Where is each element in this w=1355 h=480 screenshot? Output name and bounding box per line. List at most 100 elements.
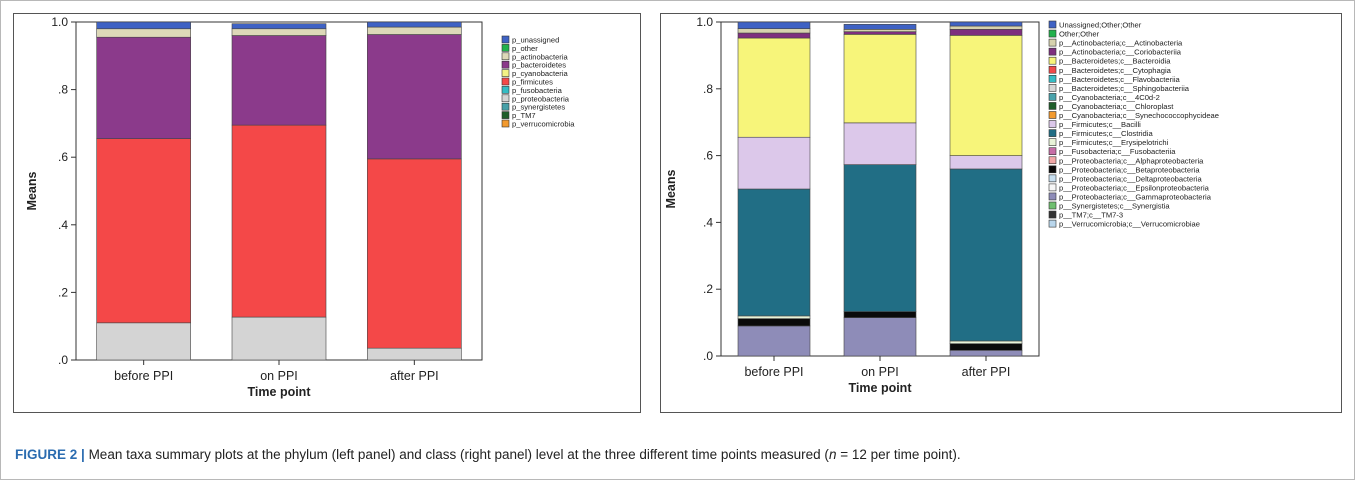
bar-segment — [843, 24, 917, 30]
y-tick-label: .8 — [703, 82, 713, 96]
legend-swatch — [1048, 47, 1057, 56]
x-tick-label: on PPI — [260, 369, 298, 383]
bar-segment — [96, 36, 191, 139]
bar-segment — [367, 347, 462, 361]
bar-segment — [737, 21, 811, 29]
legend-label: p_TM7 — [512, 111, 536, 120]
bar-segment — [843, 31, 917, 35]
legend-label: p__Proteobacteria;c__Alphaproteobacteria — [1059, 156, 1204, 165]
y-tick-label: 1.0 — [51, 15, 68, 29]
x-tick-label: before PPI — [114, 369, 173, 383]
legend-label: p_unassigned — [512, 36, 559, 45]
legend-swatch — [1048, 174, 1057, 183]
y-tick-label: .2 — [58, 285, 68, 299]
legend-swatch — [1048, 56, 1057, 65]
bar-segment — [737, 32, 811, 39]
bar-segment — [949, 25, 1023, 30]
legend-label: p__Bacteroidetes;c__Bacteroidia — [1059, 57, 1171, 66]
legend-swatch — [1048, 138, 1057, 146]
x-tick-label: after PPI — [962, 365, 1011, 379]
legend-label: p__Actinobacteria;c__Actinobacteria — [1059, 39, 1183, 48]
bar-segment — [96, 138, 191, 324]
legend-label: p__Firmicutes;c__Erysipelotrichi — [1059, 138, 1169, 147]
class-stacked-bar-chart: .0 .2 .4 .6 .8 1.0 before PPI on PPI after PPI Ti… — [664, 15, 1219, 395]
y-axis-label: Means — [25, 172, 39, 211]
legend-label: p__Proteobacteria;c__Epsilonproteobacter… — [1059, 183, 1210, 192]
bar-segment — [367, 34, 462, 160]
bar-segment — [949, 343, 1023, 351]
legend-label: p__Cyanobacteria;c__Synechococcophycidea… — [1059, 111, 1219, 120]
bar-segment — [949, 29, 1023, 36]
legend-label: p__Fusobacteria;c__Fusobacteriia — [1059, 147, 1176, 156]
bar-segment — [367, 158, 462, 349]
legend-swatch — [1048, 20, 1057, 29]
y-tick-label: .4 — [703, 215, 713, 229]
legend-swatch — [1048, 192, 1057, 201]
bar-segment — [737, 28, 811, 34]
bar-segment — [737, 325, 811, 357]
legend-swatch — [501, 102, 510, 111]
legend-swatch — [1048, 84, 1057, 92]
bar-segment — [949, 21, 1023, 27]
class-chart-panel: .0 .2 .4 .6 .8 1.0 before PPI on PPI after PPI Ti… — [660, 13, 1342, 413]
legend-swatch — [501, 119, 510, 128]
bar-segment — [949, 340, 1023, 344]
legend-swatch — [1048, 219, 1057, 228]
legend-label: Unassigned;Other;Other — [1059, 21, 1142, 30]
bar-segment — [949, 155, 1023, 170]
legend-swatch — [501, 52, 510, 61]
y-tick-label: 1.0 — [696, 15, 713, 29]
y-tick-label: .6 — [58, 150, 68, 164]
legend-swatch — [1048, 111, 1057, 119]
bar-segment — [843, 311, 917, 318]
legend-swatch — [1048, 93, 1057, 101]
legend-swatch — [1048, 129, 1057, 137]
bar-segment — [843, 317, 917, 357]
legend-label: p__Actinobacteria;c__Coriobacteriia — [1059, 48, 1182, 57]
legend-swatch — [1048, 201, 1057, 210]
bar-segment — [231, 124, 327, 318]
legend-label: p__Verrucomicrobia;c__Verrucomicrobiae — [1059, 220, 1200, 229]
x-tick-label: before PPI — [744, 365, 803, 379]
legend-label: p_synergistetes — [512, 103, 565, 112]
bar-segment — [737, 318, 811, 327]
bar-segment — [949, 168, 1023, 342]
legend-label: p_cyanobacteria — [512, 69, 569, 78]
bar-segment — [231, 23, 327, 30]
legend-swatch — [1048, 65, 1057, 74]
legend-swatch — [501, 77, 510, 86]
legend-swatch — [1048, 210, 1057, 219]
y-tick-label: .4 — [58, 218, 68, 232]
legend-swatch — [501, 111, 510, 119]
legend-swatch — [1048, 38, 1057, 47]
legend-label: p_verrucomicrobia — [512, 120, 575, 129]
legend-swatch — [1048, 74, 1057, 83]
x-tick-label: after PPI — [390, 369, 439, 383]
bar-segment — [96, 322, 191, 361]
legend-swatch — [501, 35, 510, 44]
bar-segment — [737, 315, 811, 319]
bar-segment — [96, 28, 191, 38]
phylum-chart-panel: .0 .2 .4 .6 .8 1.0 before PPI on PPI after PPI Ti… — [13, 13, 641, 413]
bar-segment — [737, 136, 811, 190]
phylum-stacked-bar-chart: .0 .2 .4 .6 .8 1.0 before PPI on PPI after PPI Ti… — [25, 15, 575, 399]
legend-swatch — [1048, 120, 1057, 128]
legend-swatch — [1048, 29, 1057, 38]
bar-segment — [231, 35, 327, 126]
legend-label: p__Bacteroidetes;c__Cytophagia — [1059, 66, 1172, 75]
y-axis-label: Means — [664, 170, 678, 209]
legend-label: p_other — [512, 44, 538, 53]
legend-label: p__Cyanobacteria;c__Chloroplast — [1059, 102, 1174, 111]
x-axis-label: Time point — [248, 385, 312, 399]
caption-text-end: = 12 per time point). — [836, 447, 961, 462]
legend-swatch — [501, 86, 510, 94]
y-tick-label: .0 — [58, 353, 68, 367]
legend-swatch — [501, 60, 510, 69]
y-tick-label: .6 — [703, 149, 713, 163]
caption-label: FIGURE 2 | — [15, 447, 85, 462]
x-tick-label: on PPI — [861, 365, 899, 379]
bar-segment — [843, 29, 917, 32]
bar-segment — [843, 122, 917, 165]
bar-segment — [231, 28, 327, 36]
legend-label: p_bacteroidetes — [512, 61, 566, 70]
